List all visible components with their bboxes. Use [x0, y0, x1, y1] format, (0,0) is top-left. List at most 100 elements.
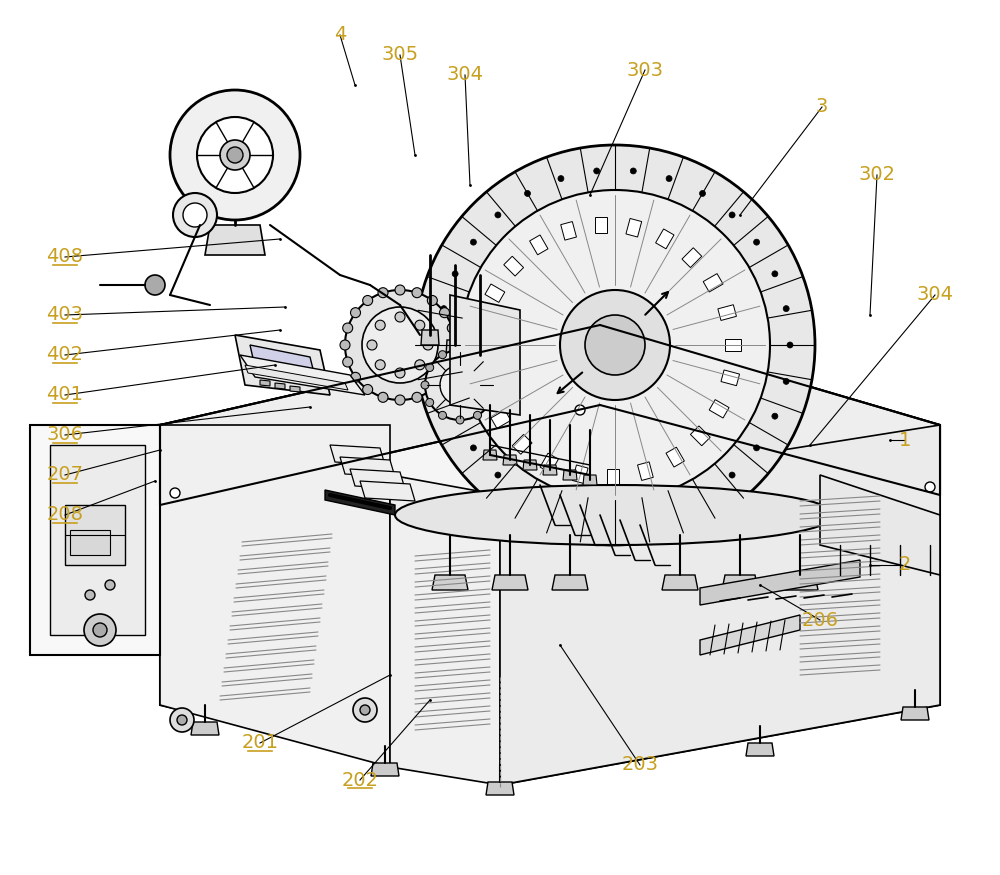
Circle shape [425, 350, 495, 420]
Text: 208: 208 [47, 506, 84, 524]
Circle shape [421, 381, 429, 389]
Circle shape [441, 378, 447, 384]
Polygon shape [191, 722, 219, 735]
Circle shape [470, 239, 476, 245]
Polygon shape [552, 575, 588, 590]
Bar [561, 221, 576, 240]
Circle shape [437, 342, 443, 348]
Circle shape [558, 176, 564, 182]
Ellipse shape [395, 485, 835, 545]
Circle shape [170, 488, 180, 498]
Polygon shape [503, 455, 517, 465]
Polygon shape [432, 575, 468, 590]
Circle shape [340, 340, 350, 350]
Circle shape [105, 580, 115, 590]
Bar [474, 317, 493, 332]
Polygon shape [340, 457, 395, 477]
Circle shape [395, 312, 405, 322]
Circle shape [439, 411, 447, 419]
Text: 402: 402 [47, 346, 84, 365]
Circle shape [93, 623, 107, 637]
Circle shape [395, 368, 405, 378]
Text: 3: 3 [816, 97, 828, 116]
Polygon shape [782, 575, 818, 590]
Bar [485, 284, 505, 303]
Circle shape [772, 413, 778, 419]
Circle shape [426, 398, 434, 407]
Circle shape [729, 472, 735, 478]
Bar [504, 256, 524, 276]
Polygon shape [700, 615, 800, 655]
Circle shape [351, 373, 361, 382]
Polygon shape [543, 465, 557, 475]
Circle shape [630, 168, 636, 174]
Circle shape [495, 212, 501, 218]
Circle shape [227, 147, 243, 163]
Polygon shape [65, 505, 125, 565]
Text: 304: 304 [916, 285, 954, 304]
Circle shape [456, 346, 464, 354]
Circle shape [491, 381, 499, 389]
Polygon shape [662, 575, 698, 590]
Polygon shape [240, 355, 365, 395]
Circle shape [787, 342, 793, 348]
Bar [540, 453, 558, 473]
Circle shape [170, 90, 300, 220]
Bar [682, 248, 702, 268]
Circle shape [486, 363, 494, 372]
Polygon shape [30, 425, 160, 655]
Circle shape [415, 145, 815, 545]
Circle shape [666, 508, 672, 514]
Polygon shape [450, 295, 520, 415]
Text: 202: 202 [342, 771, 379, 789]
Circle shape [367, 340, 377, 350]
Text: 403: 403 [47, 305, 84, 325]
Circle shape [452, 271, 458, 276]
Circle shape [427, 296, 437, 305]
Circle shape [360, 705, 370, 715]
Bar [666, 447, 684, 467]
Text: 201: 201 [242, 733, 279, 752]
Circle shape [427, 384, 437, 395]
Circle shape [343, 323, 353, 333]
Circle shape [375, 360, 385, 370]
Polygon shape [820, 475, 940, 575]
Circle shape [353, 698, 377, 722]
Polygon shape [325, 490, 395, 515]
Circle shape [772, 271, 778, 276]
Bar [690, 426, 710, 445]
Text: 1: 1 [899, 430, 911, 450]
Polygon shape [235, 335, 330, 395]
Circle shape [145, 275, 165, 295]
Polygon shape [250, 345, 315, 377]
Polygon shape [746, 743, 774, 756]
Circle shape [197, 117, 273, 193]
Circle shape [575, 405, 585, 415]
Circle shape [524, 493, 530, 500]
Polygon shape [290, 386, 300, 392]
Polygon shape [275, 383, 285, 389]
Circle shape [594, 516, 600, 522]
Circle shape [440, 365, 480, 405]
Circle shape [460, 190, 770, 500]
Circle shape [486, 398, 494, 407]
Bar [703, 274, 723, 292]
Bar [709, 400, 729, 418]
Bar [478, 382, 496, 397]
Circle shape [378, 288, 388, 298]
Text: 203: 203 [622, 755, 658, 774]
Polygon shape [205, 225, 265, 255]
Text: 305: 305 [381, 46, 419, 65]
Circle shape [630, 516, 636, 522]
Circle shape [378, 392, 388, 402]
Circle shape [363, 296, 373, 305]
Circle shape [426, 363, 434, 372]
Polygon shape [260, 380, 270, 386]
Circle shape [220, 140, 250, 170]
Text: 304: 304 [447, 66, 484, 85]
Bar [512, 435, 532, 454]
Circle shape [594, 168, 600, 174]
Circle shape [560, 290, 670, 400]
Circle shape [395, 395, 405, 405]
Circle shape [474, 411, 482, 419]
